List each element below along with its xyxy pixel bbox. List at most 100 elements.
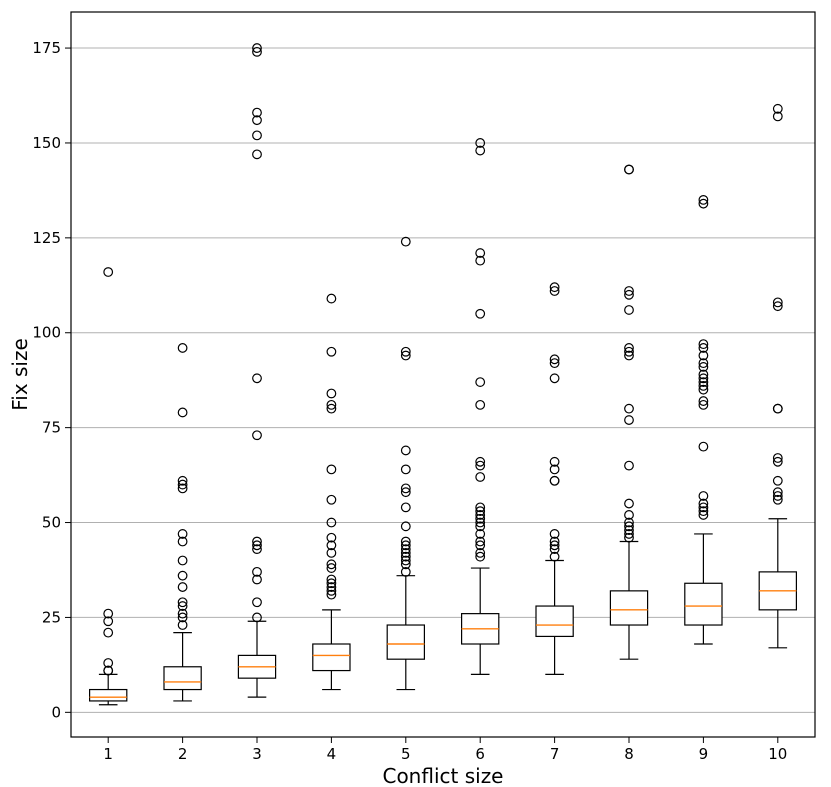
outlier-point xyxy=(177,570,188,581)
x-tick-label: 9 xyxy=(699,745,709,763)
outlier-point xyxy=(400,548,411,558)
outlier-point xyxy=(400,536,411,547)
outlier-point xyxy=(772,103,783,114)
x-tick-label: 7 xyxy=(550,745,560,763)
outlier-point xyxy=(252,574,262,585)
outlier-point xyxy=(252,544,262,555)
outlier-point xyxy=(549,373,560,384)
x-tick-label: 8 xyxy=(624,745,634,763)
outlier-point xyxy=(177,608,188,619)
x-tick-label: 3 xyxy=(252,745,262,763)
outlier-point xyxy=(698,198,709,209)
outlier-point xyxy=(475,308,486,319)
outlier-point xyxy=(400,521,411,532)
outlier-point xyxy=(549,551,560,562)
outlier-point xyxy=(326,532,337,543)
box-group-8 xyxy=(609,164,649,660)
outlier-point xyxy=(400,346,411,357)
outlier-point xyxy=(475,248,486,258)
outlier-point xyxy=(549,529,560,539)
outlier-point xyxy=(177,407,188,418)
x-axis-title: Conflict size xyxy=(382,764,503,787)
outlier-point xyxy=(326,346,337,357)
outlier-point xyxy=(624,529,634,539)
box-group-3 xyxy=(237,43,277,698)
outlier-point xyxy=(400,502,411,513)
outlier-point xyxy=(475,510,486,520)
outlier-point xyxy=(252,149,262,160)
y-tick-label: 75 xyxy=(42,419,61,437)
outlier-point xyxy=(624,286,634,296)
outlier-point xyxy=(400,487,411,498)
outlier-point xyxy=(252,115,262,126)
outlier-point xyxy=(624,343,634,353)
outlier-point xyxy=(772,487,783,498)
outlier-point xyxy=(624,498,634,509)
outlier-point xyxy=(103,658,114,668)
outlier-point xyxy=(624,510,634,520)
outlier-point xyxy=(772,453,783,463)
outlier-point xyxy=(400,464,411,475)
outlier-point xyxy=(475,548,486,558)
box-iqr xyxy=(163,666,202,691)
outlier-point xyxy=(252,566,262,577)
box-group-9 xyxy=(684,194,723,645)
outlier-point xyxy=(400,555,411,566)
outlier-point xyxy=(326,548,337,558)
plot-area xyxy=(88,43,798,706)
box-iqr xyxy=(535,605,574,638)
outlier-point xyxy=(252,430,262,441)
outlier-point xyxy=(400,540,411,551)
outlier-point xyxy=(177,612,188,623)
outlier-point xyxy=(772,297,783,308)
outlier-point xyxy=(103,616,114,627)
outlier-point xyxy=(177,483,188,494)
y-tick-label: 100 xyxy=(32,324,61,342)
outlier-point xyxy=(400,350,411,361)
outlier-point xyxy=(177,582,188,592)
outlier-point xyxy=(252,597,262,608)
outlier-point xyxy=(549,282,560,293)
outlier-point xyxy=(624,164,634,175)
outlier-point xyxy=(103,267,114,277)
outlier-point xyxy=(400,566,411,577)
outlier-point xyxy=(549,286,560,296)
x-tick-label: 10 xyxy=(768,745,787,763)
outlier-point xyxy=(326,540,337,551)
box-group-2 xyxy=(163,343,202,702)
y-tick-label: 175 xyxy=(32,39,61,57)
outlier-point xyxy=(475,513,486,524)
outlier-point xyxy=(177,597,188,608)
outlier-point xyxy=(624,403,634,414)
outlier-point xyxy=(252,373,262,384)
outlier-point xyxy=(326,388,337,399)
outlier-point xyxy=(177,343,188,353)
outlier-point xyxy=(772,494,783,505)
outlier-point xyxy=(400,551,411,562)
box-group-1 xyxy=(88,267,128,706)
outlier-point xyxy=(475,521,486,532)
outlier-point xyxy=(475,145,486,156)
outlier-point xyxy=(549,536,560,547)
outlier-point xyxy=(549,354,560,365)
outlier-point xyxy=(549,475,560,486)
outlier-point xyxy=(475,456,486,467)
outlier-point xyxy=(326,464,337,475)
box-group-5 xyxy=(386,236,426,691)
y-tick-label: 0 xyxy=(51,703,61,721)
outlier-point xyxy=(475,399,486,410)
box-iqr xyxy=(609,590,649,626)
outlier-point xyxy=(698,377,709,387)
outlier-point xyxy=(475,540,486,551)
outlier-point xyxy=(177,620,188,630)
outlier-point xyxy=(624,517,634,528)
outlier-point xyxy=(698,350,709,361)
outlier-point xyxy=(326,582,337,592)
outlier-point xyxy=(475,551,486,562)
outlier-point xyxy=(475,377,486,387)
outlier-point xyxy=(698,491,709,501)
outlier-point xyxy=(326,559,337,570)
outlier-point xyxy=(475,502,486,513)
outlier-point xyxy=(252,540,262,551)
